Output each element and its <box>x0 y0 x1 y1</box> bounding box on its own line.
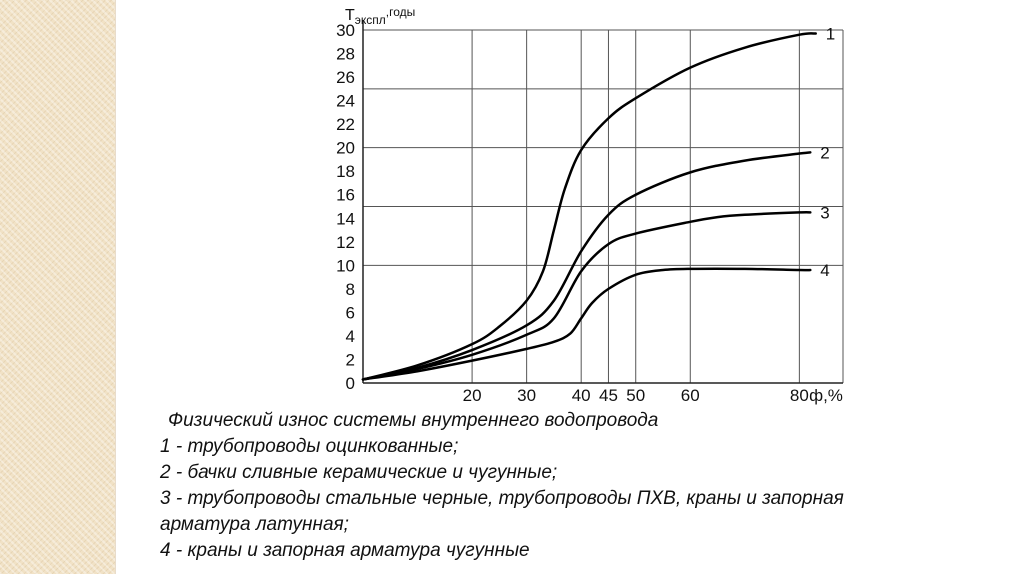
y-tick-label-18: 18 <box>336 162 355 181</box>
y-tick-label-0: 0 <box>346 374 355 393</box>
y-axis-label: Tэкспл,годы <box>345 5 415 27</box>
y-tick-label-10: 10 <box>336 256 355 275</box>
series-line-3 <box>361 210 812 381</box>
x-tick-label-80: 80 <box>790 386 809 405</box>
caption-title: Физический износ системы внутреннего вод… <box>168 410 659 431</box>
chart-grid <box>363 29 844 383</box>
y-tick-label-4: 4 <box>346 327 355 346</box>
decorative-side-strip <box>0 0 115 574</box>
y-tick-label-24: 24 <box>336 92 355 111</box>
caption-line-3: 3 - трубопроводы стальные черные, трубоп… <box>160 488 844 509</box>
y-tick-label-8: 8 <box>346 280 355 299</box>
series-label-2: 2 <box>820 143 829 162</box>
chart-series <box>361 32 817 381</box>
series-line-4 <box>361 267 812 381</box>
x-tick-label-45: 45 <box>599 386 618 405</box>
x-tick-label-40: 40 <box>572 386 591 405</box>
chart-caption: Физический износ системы внутреннего вод… <box>160 408 980 564</box>
series-line-2 <box>361 151 812 381</box>
x-tick-label-50: 50 <box>626 386 645 405</box>
series-label-1: 1 <box>826 25 835 44</box>
caption-line-2: 2 - бачки сливные керамические и чугунны… <box>160 462 558 483</box>
y-tick-label-14: 14 <box>336 209 355 228</box>
y-tick-label-16: 16 <box>336 186 355 205</box>
caption-line-4: арматура латунная; <box>160 514 349 535</box>
y-tick-label-6: 6 <box>346 303 355 322</box>
caption-line-5: 4 - краны и запорная арматура чугунные <box>160 540 530 561</box>
y-tick-label-26: 26 <box>336 68 355 87</box>
series-line-1 <box>361 32 817 381</box>
x-tick-label-60: 60 <box>681 386 700 405</box>
x-axis-label: ф,% <box>809 386 843 405</box>
caption-line-1: 1 - трубопроводы оцинкованные; <box>160 436 459 457</box>
y-tick-label-30: 30 <box>336 21 355 40</box>
series-label-3: 3 <box>820 203 829 222</box>
y-tick-label-20: 20 <box>336 139 355 158</box>
y-tick-label-12: 12 <box>336 233 355 252</box>
x-tick-label-30: 30 <box>517 386 536 405</box>
chart-labels: ф,% Tэкспл,годы 1 2 3 4 <box>345 5 843 405</box>
x-tick-label-20: 20 <box>463 386 482 405</box>
y-tick-label-2: 2 <box>346 350 355 369</box>
side-divider <box>115 0 116 574</box>
chart-axes <box>362 20 843 384</box>
y-tick-label-22: 22 <box>336 115 355 134</box>
y-tick-label-28: 28 <box>336 45 355 64</box>
series-label-4: 4 <box>820 261 829 280</box>
